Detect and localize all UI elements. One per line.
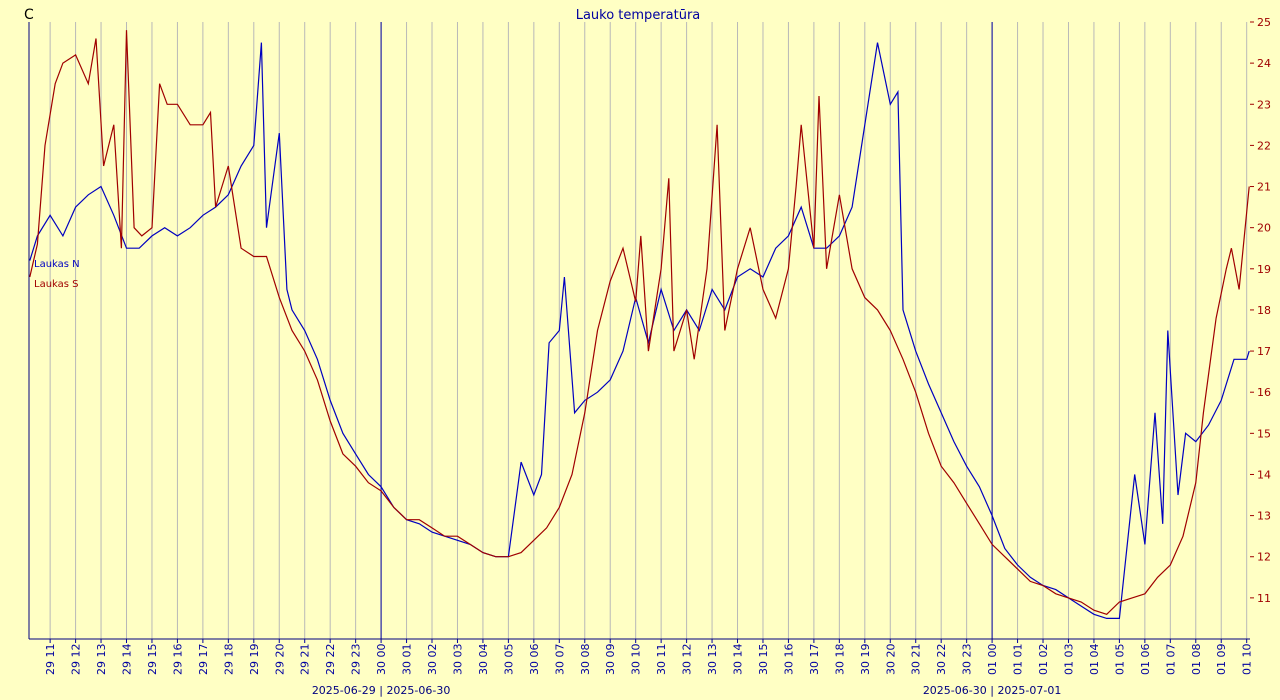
unit-label: C (24, 7, 34, 23)
x-tick-label: 01 04 (1088, 644, 1101, 676)
x-tick-label: 30 19 (859, 644, 872, 676)
x-tick-label: 30 13 (706, 644, 719, 676)
day-label: 2025-06-30 | 2025-07-01 (923, 684, 1062, 697)
x-tick-label: 29 16 (171, 644, 184, 676)
x-tick-label: 01 06 (1139, 644, 1152, 676)
x-tick-label: 30 21 (910, 644, 923, 676)
y-tick-label: 21 (1257, 181, 1271, 194)
x-tick-label: 30 09 (604, 644, 617, 676)
x-tick-label: 29 20 (273, 644, 286, 676)
day-label: 2025-06-29 | 2025-06-30 (312, 684, 451, 697)
x-tick-label: 30 23 (961, 644, 974, 676)
x-tick-label: 30 18 (833, 644, 846, 676)
x-tick-label: 30 16 (782, 644, 795, 676)
x-tick-label: 30 11 (655, 644, 668, 676)
y-tick-label: 25 (1257, 16, 1271, 29)
x-tick-label: 30 10 (630, 644, 643, 676)
y-tick-label: 24 (1257, 57, 1271, 70)
x-tick-label: 30 22 (935, 644, 948, 676)
series-line (29, 30, 1250, 615)
x-tick-label: 29 18 (222, 644, 235, 676)
legend-label: Laukas S (34, 279, 79, 290)
x-tick-label: 30 03 (451, 644, 464, 676)
y-tick-label: 15 (1257, 427, 1271, 440)
x-tick-label: 01 10 (1241, 644, 1254, 676)
x-tick-label: 29 12 (70, 644, 83, 676)
y-tick-label: 11 (1257, 592, 1271, 605)
x-tick-label: 01 00 (986, 644, 999, 676)
x-tick-label: 29 15 (146, 644, 159, 676)
y-tick-label: 18 (1257, 304, 1271, 317)
y-tick-label: 23 (1257, 98, 1271, 111)
x-tick-label: 29 14 (121, 644, 134, 676)
x-tick-label: 01 03 (1062, 644, 1075, 676)
x-tick-label: 30 06 (528, 644, 541, 676)
y-tick-label: 22 (1257, 139, 1271, 152)
x-tick-label: 30 20 (884, 644, 897, 676)
x-tick-label: 30 00 (375, 644, 388, 676)
x-tick-label: 01 02 (1037, 644, 1050, 676)
y-tick-label: 12 (1257, 551, 1271, 564)
x-tick-label: 01 01 (1012, 644, 1025, 676)
x-tick-label: 01 08 (1190, 644, 1203, 676)
x-tick-label: 30 14 (732, 644, 745, 676)
x-tick-label: 01 07 (1164, 644, 1177, 676)
y-tick-label: 19 (1257, 263, 1271, 276)
x-tick-label: 29 17 (197, 644, 210, 676)
x-tick-label: 30 05 (502, 644, 515, 676)
x-tick-label: 30 12 (681, 644, 694, 676)
y-tick-label: 13 (1257, 510, 1271, 523)
x-tick-label: 29 23 (350, 644, 363, 676)
x-tick-label: 30 01 (401, 644, 414, 676)
x-tick-label: 30 08 (579, 644, 592, 676)
y-tick-label: 20 (1257, 222, 1271, 235)
x-tick-label: 01 09 (1215, 644, 1228, 676)
x-tick-label: 30 15 (757, 644, 770, 676)
x-tick-label: 30 07 (553, 644, 566, 676)
y-tick-label: 14 (1257, 468, 1271, 481)
x-tick-label: 29 19 (248, 644, 261, 676)
x-tick-label: 30 02 (426, 644, 439, 676)
x-tick-label: 30 17 (808, 644, 821, 676)
x-tick-label: 29 13 (95, 644, 108, 676)
x-tick-label: 29 21 (299, 644, 312, 676)
x-tick-label: 29 22 (324, 644, 337, 676)
y-tick-label: 16 (1257, 386, 1271, 399)
x-tick-label: 01 05 (1113, 644, 1126, 676)
x-tick-label: 29 11 (44, 644, 57, 676)
y-tick-label: 17 (1257, 345, 1271, 358)
legend-label: Laukas N (34, 259, 80, 270)
chart-title: Lauko temperatūra (576, 8, 701, 23)
x-tick-label: 30 04 (477, 644, 490, 676)
